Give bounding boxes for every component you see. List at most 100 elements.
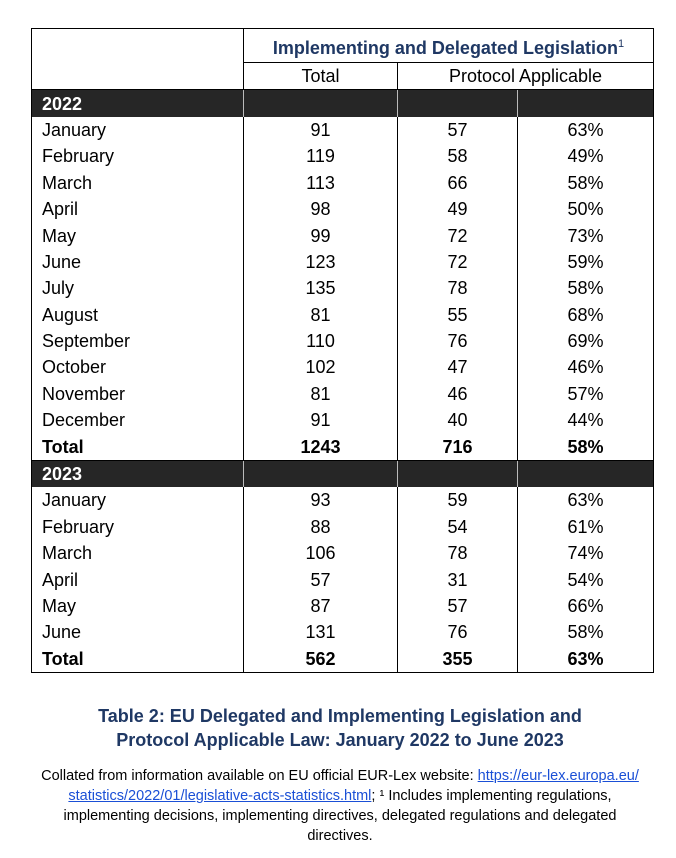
row-label: May [31,592,244,620]
cell: 78 [397,540,518,567]
cell: 99 [243,222,398,249]
cell: 102 [243,354,398,381]
cell: 68% [516,301,655,328]
empty-cell [243,459,398,488]
cell: 57 [397,592,518,620]
cell: 76 [397,619,518,646]
empty-cell [516,459,655,488]
row-label: October [31,354,244,381]
row-label: July [31,275,244,302]
cell: 46 [397,380,518,408]
empty-cell [397,459,518,488]
row-label: June [31,248,244,276]
cell: 58% [516,619,655,646]
cell: 135 [243,275,398,302]
cell: 63% [516,645,655,673]
cell: 44% [516,407,655,434]
data-row: November 81 46 57% [31,380,655,408]
header-row: Total Protocol Applicable [32,62,655,91]
data-row: February 119 58 49% [31,143,655,170]
title-text: Implementing and Delegated Legislation [272,37,618,58]
data-row: June 131 76 58% [31,619,655,646]
cell: 78 [397,275,518,302]
cell: 131 [243,619,398,646]
empty-cell [397,89,518,117]
cell: 58% [516,169,655,196]
row-label: Total [31,433,244,461]
cell: 50% [516,195,655,223]
data-row: January 91 57 63% [31,116,655,144]
data-row: March 106 78 74% [31,540,655,567]
cell: 54% [516,566,655,593]
cell: 113 [243,169,398,196]
data-row: May 99 72 73% [31,222,655,249]
empty-cell [31,27,244,91]
row-label: February [31,513,244,541]
caption: Table 2: EU Delegated and Implementing L… [98,706,582,750]
year-row: 2022 [31,89,655,117]
row-label: March [31,540,244,567]
row-label: May [31,222,244,249]
data-row: July 135 78 58% [31,275,655,302]
cell: 59 [397,487,518,514]
data-row: April 98 49 50% [31,195,655,223]
cell: 49% [516,143,655,170]
cell: 119 [243,143,398,170]
cell: 54 [397,513,518,541]
row-label: January [31,487,244,514]
cell: 72 [397,222,518,249]
column-header: Total [243,62,398,91]
cell: 81 [243,301,398,328]
cell: 87 [243,592,398,620]
data-row: October 102 47 46% [31,354,655,381]
empty-cell [243,89,398,117]
cell: 61% [516,513,655,541]
cell: 98 [243,195,398,223]
cell: 91 [243,407,398,434]
note: Collated from information available on E… [40,766,640,846]
row-label: January [31,116,244,144]
cell: 81 [243,380,398,408]
data-row: February 88 54 61% [31,513,655,541]
data-row: June 123 72 59% [31,248,655,276]
cell: 73% [516,222,655,249]
year-row: 2023 [31,459,655,488]
cell: 58% [516,275,655,302]
cell: 562 [243,645,398,673]
cell: 58 [397,143,518,170]
table-body: Implementing and Delegated Legislation1 … [31,27,655,673]
header-row: Implementing and Delegated Legislation1 [31,27,655,91]
note-text: Collated from information available on E… [41,768,478,784]
cell: 76 [397,327,518,355]
cell: 63% [516,487,655,514]
cell: 1243 [243,433,398,461]
data-row: March 113 66 58% [31,169,655,196]
row-label: Total [31,645,244,673]
footnote-mark: 1 [617,37,625,50]
data-table: Implementing and Delegated Legislation1 … [31,27,655,673]
data-row: August 81 55 68% [31,301,655,328]
row-label: April [31,195,244,223]
total-row: Total 1243 716 58% [31,433,655,461]
cell: 63% [516,116,655,144]
year-label: 2022 [31,89,244,117]
cell: 74% [516,540,655,567]
row-label: November [31,380,244,408]
data-row: April 57 31 54% [31,566,655,593]
year-label: 2023 [31,459,244,488]
link[interactable]: https://eur-lex.europa.eu/statistics/202… [68,768,639,804]
cell: 91 [243,116,398,144]
cell: 40 [397,407,518,434]
cell: 716 [397,433,518,461]
header-title: Implementing and Delegated Legislation1 [242,28,655,63]
row-label: September [31,327,244,355]
row-label: March [31,169,244,196]
cell: 49 [397,195,518,223]
row-label: December [31,407,244,434]
cell: 123 [243,248,398,276]
cell: 55 [397,301,518,328]
cell: 31 [397,566,518,593]
data-row: December 91 40 44% [31,407,655,434]
cell: 72 [397,248,518,276]
total-row: Total 562 355 63% [31,645,655,673]
